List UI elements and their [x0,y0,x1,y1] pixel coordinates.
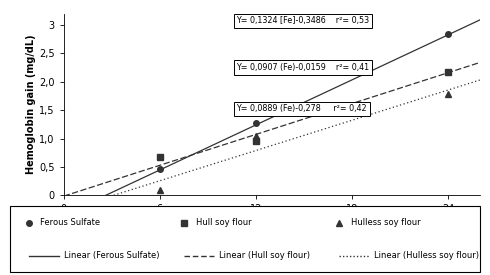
Text: Y= 0,1324 [Fe]-0,3486    r²= 0,53: Y= 0,1324 [Fe]-0,3486 r²= 0,53 [237,16,369,26]
Text: Y= 0,0889 (Fe)-0,278     r²= 0,42: Y= 0,0889 (Fe)-0,278 r²= 0,42 [237,104,367,114]
Text: Y= 0,0907 (Fe)-0,0159    r²= 0,41: Y= 0,0907 (Fe)-0,0159 r²= 0,41 [237,63,369,72]
Text: Linear (Ferous Sulfate): Linear (Ferous Sulfate) [64,251,159,260]
Text: Linear (Hull soy flour): Linear (Hull soy flour) [219,251,310,260]
X-axis label: Iron Level: Iron Level [241,220,303,230]
FancyBboxPatch shape [10,206,480,272]
Y-axis label: Hemoglobin gain (mg/dL): Hemoglobin gain (mg/dL) [26,35,36,174]
Text: Hulless soy flour: Hulless soy flour [351,218,420,227]
Text: Linear (Hulless soy flour): Linear (Hulless soy flour) [374,251,479,260]
Text: Hull soy flour: Hull soy flour [196,218,251,227]
Text: Ferous Sulfate: Ferous Sulfate [40,218,100,227]
